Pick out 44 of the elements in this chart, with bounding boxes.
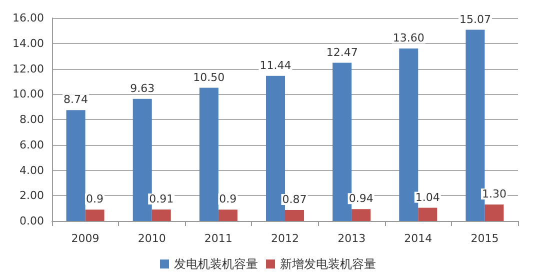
data-label: 0.94 — [348, 192, 374, 206]
x-tick-label: 2014 — [404, 232, 432, 245]
y-tick-label: 4.00 — [20, 164, 44, 177]
bar — [66, 110, 86, 221]
data-label: 11.44 — [260, 58, 292, 72]
y-tick-label: 6.00 — [20, 138, 44, 152]
data-label: 8.74 — [64, 93, 88, 106]
bar — [85, 210, 104, 221]
x-tick-label: 2015 — [470, 232, 499, 245]
y-tick-label: 8.00 — [20, 113, 44, 126]
data-label: 1.30 — [482, 188, 506, 201]
bar — [418, 208, 438, 221]
x-tick-label: 2012 — [271, 232, 299, 245]
legend-label: 新增发电装机容量 — [280, 257, 376, 271]
data-label: 0.9 — [86, 192, 104, 206]
bar — [285, 210, 304, 221]
bar — [199, 88, 218, 221]
y-tick-label: 14.00 — [12, 36, 44, 50]
data-label: 0.91 — [149, 192, 174, 206]
bar — [218, 210, 238, 221]
y-tick-label: 0.00 — [20, 214, 44, 228]
bar — [466, 30, 485, 221]
bar — [399, 48, 418, 221]
x-tick-label: 2010 — [138, 232, 166, 245]
legend-label: 发电机装机容量 — [174, 257, 258, 271]
data-label: 13.60 — [392, 31, 424, 44]
y-tick-label: 16.00 — [12, 12, 44, 24]
data-label: 1.04 — [415, 190, 440, 204]
bar — [152, 209, 171, 221]
data-label: 9.63 — [130, 82, 155, 95]
x-tick-label: 2013 — [338, 232, 366, 245]
data-label: 12.47 — [326, 46, 358, 59]
x-tick-label: 2011 — [204, 232, 232, 245]
bar — [484, 204, 504, 221]
y-tick-label: 12.00 — [12, 62, 44, 76]
y-tick-label: 2.00 — [20, 189, 44, 202]
bar — [266, 76, 285, 221]
data-label: 0.87 — [282, 192, 307, 206]
x-tick-label: 2009 — [71, 232, 100, 245]
data-label: 15.07 — [459, 12, 491, 26]
data-label: 10.50 — [193, 70, 225, 84]
bar — [352, 209, 371, 221]
y-tick-label: 10.00 — [12, 88, 44, 101]
data-label: 0.9 — [219, 192, 237, 206]
